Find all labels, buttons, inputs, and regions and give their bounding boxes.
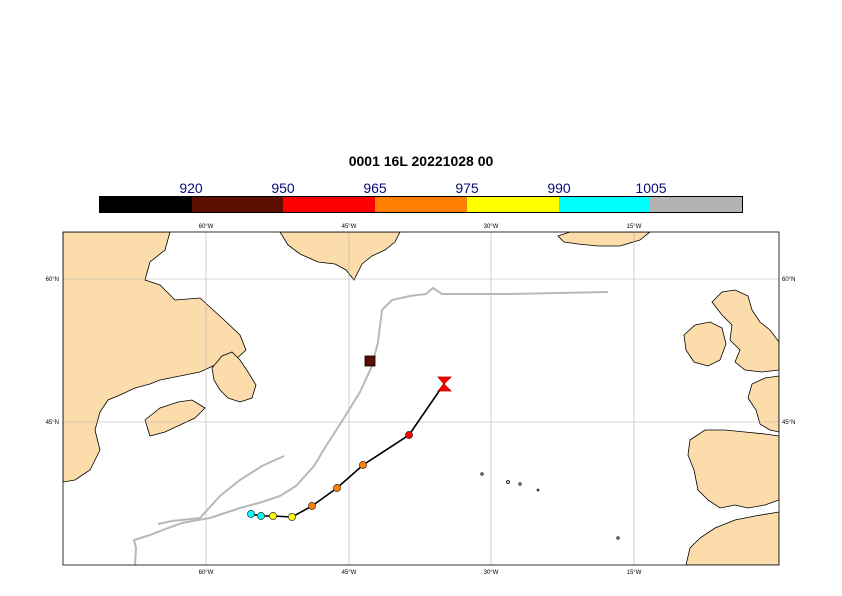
land-france (747, 375, 779, 433)
axis-label: 45°W (342, 224, 357, 230)
forecast-point (257, 512, 265, 520)
land-north-america (63, 232, 247, 483)
forecast-point (308, 502, 316, 510)
forecast-point (247, 510, 255, 518)
colorbar-tick-label: 920 (179, 180, 203, 196)
island-azores (518, 482, 522, 486)
axis-label: 30°W (484, 570, 499, 576)
land-greenland (279, 232, 401, 281)
axis-label: 45°W (342, 570, 357, 576)
colorbar-segment (650, 197, 743, 212)
land-great-britain (711, 289, 779, 373)
map-frame (62, 231, 780, 566)
axis-label: 45°N (782, 420, 795, 426)
axis-label: 15°W (627, 570, 642, 576)
colorbar-segment (283, 197, 376, 212)
land-north-africa (685, 511, 779, 565)
observed-track-branch (157, 455, 285, 525)
axis-label: 60°W (199, 224, 214, 230)
forecast-point (405, 431, 413, 439)
axis-label: 60°W (199, 570, 214, 576)
colorbar-segment (100, 197, 192, 212)
forecast-point (333, 484, 341, 492)
graticule (63, 232, 779, 565)
island-azores (536, 488, 540, 492)
axis-label: 45°N (46, 420, 59, 426)
axis-labels: 60°W 60°W 45°W 45°W 30°W 30°W 15°W 15°W 60°N 60°N… (46, 224, 796, 576)
observed-track-line (132, 286, 609, 566)
end-marker (437, 376, 452, 392)
axis-label: 60°N (46, 277, 59, 283)
colorbar-segment (558, 197, 651, 212)
island-azores (506, 480, 510, 484)
island-madeira (616, 536, 620, 540)
axis-label: 30°W (484, 224, 499, 230)
forecast-point (288, 513, 296, 521)
colorbar-segment (375, 197, 467, 212)
axis-label: 15°W (627, 224, 642, 230)
map-title: 0001 16L 20221028 00 (348, 153, 494, 169)
land-ireland (683, 321, 727, 367)
land-nova-scotia (144, 399, 206, 437)
island-azores (480, 472, 484, 476)
land-layer (63, 232, 779, 565)
colorbar-tick-label: 950 (271, 180, 295, 196)
colorbar-tick-label: 975 (455, 180, 479, 196)
colorbar-segment (466, 197, 559, 212)
forecast-points (247, 431, 413, 521)
ocean (63, 232, 779, 565)
land-iberia (687, 429, 779, 509)
pressure-colorbar (99, 196, 743, 213)
land-newfoundland (211, 351, 257, 403)
colorbar-tick-label: 965 (363, 180, 387, 196)
colorbar-segment (191, 197, 284, 212)
land-iceland (557, 232, 651, 247)
colorbar-tick-label: 990 (547, 180, 571, 196)
forecast-point (269, 512, 277, 520)
axis-label: 60°N (782, 277, 795, 283)
forecast-point (359, 461, 367, 469)
colorbar-tick-label: 1005 (635, 180, 667, 196)
square-marker (364, 355, 376, 367)
